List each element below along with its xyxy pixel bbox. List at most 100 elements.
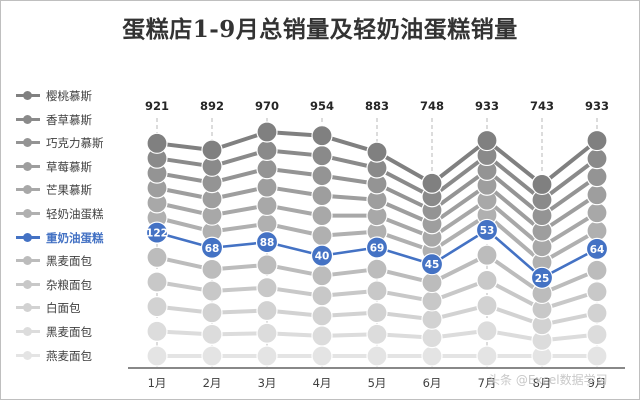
legend-dot-swatch	[23, 256, 32, 266]
series-point	[530, 266, 554, 289]
series-point	[476, 129, 498, 152]
x-tick-label: 6月	[423, 376, 442, 390]
chart-title: 蛋糕店1-9月总销量及轻奶油蛋糕销量	[122, 16, 518, 43]
series-point	[200, 236, 224, 259]
series-point	[365, 236, 389, 259]
legend-label: 轻奶油蛋糕	[46, 206, 104, 221]
series-point	[421, 172, 443, 194]
series-point	[585, 237, 609, 260]
legend-dot-swatch	[23, 138, 32, 148]
series-point	[146, 345, 168, 367]
series-grey	[146, 121, 608, 196]
series-point	[256, 254, 278, 276]
series-point	[311, 125, 333, 147]
series-point	[421, 327, 443, 349]
legend-dot-swatch	[23, 91, 32, 100]
series-point	[366, 323, 388, 345]
series-point	[586, 281, 608, 303]
data-label: 45	[425, 259, 440, 271]
series-point	[256, 345, 278, 367]
series-point	[366, 301, 388, 324]
series-point	[201, 323, 223, 345]
series-grey	[146, 320, 608, 351]
series-point	[311, 265, 333, 287]
series-point	[586, 129, 608, 152]
legend-label: 香草慕斯	[46, 112, 92, 127]
x-tick-label: 1月	[148, 376, 167, 390]
series-point	[145, 221, 169, 244]
series-highlight: 122 68 88 40 69 45 53 25 64	[145, 218, 609, 289]
data-label: 122	[146, 228, 168, 240]
series-point	[366, 141, 388, 163]
legend-item: 轻奶油蛋糕	[12, 204, 140, 228]
series-point	[256, 299, 278, 322]
total-label: 892	[200, 99, 224, 113]
legend-dot-swatch	[23, 114, 32, 124]
series-point	[256, 322, 278, 344]
data-label: 88	[260, 237, 275, 249]
legend-dot-swatch	[23, 208, 32, 218]
legend-item: 重奶油蛋糕	[12, 228, 140, 252]
x-tick-label: 8月	[533, 376, 552, 390]
series-grey	[146, 139, 608, 211]
series-grey	[146, 294, 608, 336]
legend-label: 白面包	[46, 301, 81, 316]
legend-label: 黑麦面包	[46, 254, 92, 269]
data-label: 53	[480, 225, 495, 237]
legend-dot-swatch	[23, 279, 32, 289]
data-label: 69	[370, 242, 385, 254]
series-point	[256, 158, 278, 180]
legend-label: 黑麦面包	[46, 324, 92, 339]
series-point	[311, 205, 333, 227]
data-label: 68	[205, 243, 220, 255]
series-point	[476, 244, 498, 266]
x-tick-label: 7月	[478, 376, 497, 390]
series-point	[586, 202, 608, 224]
series-point	[256, 121, 278, 143]
chart-legend: 樱桃慕斯 香草慕斯 巧克力慕斯 草莓慕斯 芒果慕斯 轻奶油蛋糕 重奶油蛋糕 黑麦面包 杂粮面包白…	[12, 86, 140, 369]
series-point	[201, 345, 223, 367]
series-point	[475, 218, 499, 242]
total-label: 921	[145, 99, 169, 113]
series-point	[146, 132, 168, 154]
series-point	[201, 139, 223, 161]
data-label: 64	[590, 244, 605, 256]
x-tick-label: 4月	[313, 376, 332, 390]
series-point	[146, 271, 168, 293]
total-label: 933	[475, 99, 499, 113]
series-point	[586, 259, 608, 281]
x-tick-label: 3月	[258, 376, 277, 390]
legend-label: 重奶油蛋糕	[46, 230, 104, 245]
legend-item: 巧克力慕斯	[12, 133, 140, 157]
series-point	[201, 258, 223, 281]
x-tick-label: 5月	[368, 376, 387, 390]
legend-label: 芒果慕斯	[46, 183, 92, 198]
legend-dot-swatch	[23, 326, 32, 336]
legend-dot-swatch	[23, 185, 32, 195]
legend-dot-swatch	[23, 350, 32, 360]
series-point	[146, 320, 168, 342]
data-label: 40	[315, 251, 330, 263]
legend-label: 巧克力慕斯	[46, 136, 104, 151]
series-point	[311, 225, 333, 247]
series-point	[476, 320, 498, 342]
series-point	[201, 280, 223, 302]
series-point	[586, 323, 608, 346]
total-label: 883	[365, 99, 389, 113]
legend-item: 芒果慕斯	[12, 180, 140, 204]
series-point	[311, 185, 333, 207]
series-point	[420, 253, 444, 276]
series-point	[586, 166, 608, 188]
watermark-text: 头条 @Excel数据学习	[488, 373, 608, 387]
legend-item: 香草慕斯	[12, 110, 140, 134]
series-point	[256, 277, 278, 299]
series-point	[310, 244, 334, 267]
legend-item: 草莓慕斯	[12, 157, 140, 181]
series-point	[311, 345, 333, 367]
legend-dot-swatch	[23, 303, 32, 313]
legend-item: 黑麦面包	[12, 251, 140, 275]
series-point	[366, 280, 388, 302]
total-label: 970	[255, 99, 279, 113]
series-point	[256, 176, 278, 198]
legend-dot-swatch	[23, 232, 32, 242]
